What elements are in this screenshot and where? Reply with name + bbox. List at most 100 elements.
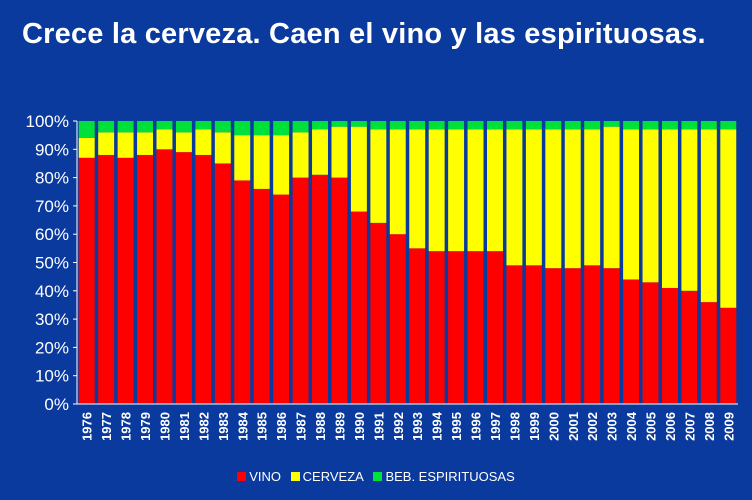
- bar-espirituosas-1978: [117, 121, 134, 133]
- x-tick-label: 1982: [196, 412, 211, 441]
- bar-espirituosas-1992: [389, 121, 406, 130]
- bar-espirituosas-1998: [506, 121, 523, 130]
- x-tick-label: 1998: [507, 412, 522, 441]
- x-tick-label: 1981: [177, 412, 192, 441]
- bar-cerveza-1985: [253, 135, 270, 189]
- bar-vino-1989: [331, 177, 348, 404]
- bar-espirituosas-1988: [312, 121, 328, 130]
- bar-cerveza-2007: [681, 129, 698, 291]
- bar-espirituosas-1994: [428, 121, 445, 130]
- y-tick-label: 60%: [35, 225, 69, 244]
- x-tick-label: 1983: [216, 412, 231, 441]
- legend-swatch-espirituosas: [373, 472, 383, 481]
- x-tick-label: 1990: [352, 412, 367, 441]
- bar-espirituosas-2001: [564, 121, 581, 130]
- x-tick-label: 1999: [527, 412, 542, 441]
- bar-cerveza-1993: [409, 129, 426, 249]
- x-tick-label: 2001: [566, 412, 581, 441]
- x-tick-label: 2008: [702, 412, 717, 441]
- bar-espirituosas-1987: [292, 121, 309, 133]
- legend-label-vino: VINO: [249, 469, 282, 484]
- legend-swatch-vino: [237, 472, 247, 481]
- bar-cerveza-1978: [117, 132, 134, 158]
- bar-vino-1993: [409, 248, 426, 404]
- bar-cerveza-2008: [700, 129, 717, 303]
- bar-vino-1996: [467, 251, 484, 404]
- legend-label-cerveza: CERVEZA: [302, 469, 364, 484]
- bar-cerveza-1995: [448, 129, 465, 252]
- bar-cerveza-1994: [428, 129, 445, 252]
- bar-cerveza-1997: [487, 129, 503, 252]
- bar-espirituosas-1986: [273, 121, 290, 136]
- bar-espirituosas-1983: [214, 121, 231, 133]
- bar-vino-1979: [137, 154, 154, 404]
- x-tick-label: 1992: [391, 412, 406, 441]
- x-tick-label: 2003: [605, 412, 620, 441]
- x-tick-label: 2002: [585, 412, 600, 441]
- bar-espirituosas-2002: [584, 121, 601, 130]
- plot-area: 0% 10% 20% 30% 40% 50% 60% 70% 80% 90% 100% 1976 197…: [26, 112, 738, 441]
- y-tick-label: 10%: [35, 367, 69, 386]
- y-tick-label: 90%: [35, 140, 69, 159]
- legend: VINO CERVEZA BEB. ESPIRITUOSAS: [0, 469, 752, 484]
- bar-cerveza-1992: [389, 129, 406, 235]
- x-tick-label: 1979: [138, 412, 153, 441]
- y-tick-label: 20%: [35, 338, 69, 357]
- bar-vino-1994: [428, 251, 445, 404]
- bar-vino-1980: [156, 149, 173, 404]
- y-tick-label: 40%: [35, 282, 69, 301]
- bar-cerveza-1977: [98, 132, 115, 155]
- bar-cerveza-1990: [350, 126, 367, 212]
- bar-cerveza-1980: [156, 129, 173, 150]
- bar-cerveza-1987: [292, 132, 309, 178]
- bar-vino-1995: [448, 251, 465, 404]
- x-tick-label: 2006: [663, 412, 678, 441]
- x-tick-label: 1991: [371, 412, 386, 441]
- bar-cerveza-1981: [175, 132, 192, 153]
- x-tick-label: 1978: [119, 412, 134, 441]
- x-tick-label: 1984: [235, 411, 250, 441]
- bar-cerveza-1991: [370, 129, 387, 223]
- x-tick-label: 1977: [99, 412, 114, 441]
- bar-vino-1984: [234, 180, 251, 404]
- bar-cerveza-1999: [525, 129, 542, 266]
- y-tick-label: 70%: [35, 197, 69, 216]
- bar-vino-1978: [117, 157, 134, 404]
- bar-espirituosas-1980: [156, 121, 173, 130]
- bar-cerveza-1986: [273, 135, 290, 195]
- bar-vino-1997: [487, 251, 503, 404]
- bar-espirituosas-2009: [720, 121, 737, 130]
- bar-vino-2007: [681, 290, 698, 404]
- bar-vino-1985: [253, 188, 270, 404]
- bar-vino-2000: [545, 268, 562, 404]
- y-tick-label: 50%: [35, 254, 69, 273]
- y-tick-label: 80%: [35, 169, 69, 188]
- bar-espirituosas-1993: [409, 121, 426, 130]
- bar-espirituosas-2005: [642, 121, 659, 130]
- x-tick-label: 2005: [644, 412, 659, 441]
- x-tick-label: 1997: [488, 412, 503, 441]
- bar-vino-1999: [525, 265, 542, 404]
- x-tick-label: 1976: [80, 412, 95, 441]
- bar-cerveza-1996: [467, 129, 484, 252]
- bar-espirituosas-2000: [545, 121, 562, 130]
- bar-cerveza-2003: [603, 126, 620, 269]
- legend-item-espirituosas: BEB. ESPIRITUOSAS: [373, 469, 515, 484]
- bar-espirituosas-1982: [195, 121, 212, 130]
- legend-swatch-cerveza: [290, 472, 300, 481]
- bar-espirituosas-1977: [98, 121, 115, 133]
- bar-vino-1982: [195, 154, 212, 404]
- bar-espirituosas-1991: [370, 121, 387, 130]
- bar-espirituosas-2004: [623, 121, 640, 130]
- bar-espirituosas-2007: [681, 121, 698, 130]
- bar-vino-1983: [214, 163, 231, 404]
- bar-espirituosas-1985: [253, 121, 270, 136]
- bar-espirituosas-1990: [350, 121, 367, 127]
- bar-espirituosas-1997: [487, 121, 503, 130]
- legend-label-espirituosas: BEB. ESPIRITUOSAS: [385, 469, 515, 484]
- bar-vino-2008: [700, 302, 717, 404]
- bar-cerveza-1988: [312, 129, 328, 175]
- x-tick-label: 2000: [546, 412, 561, 441]
- bar-espirituosas-1979: [137, 121, 154, 133]
- bar-vino-1977: [98, 154, 115, 404]
